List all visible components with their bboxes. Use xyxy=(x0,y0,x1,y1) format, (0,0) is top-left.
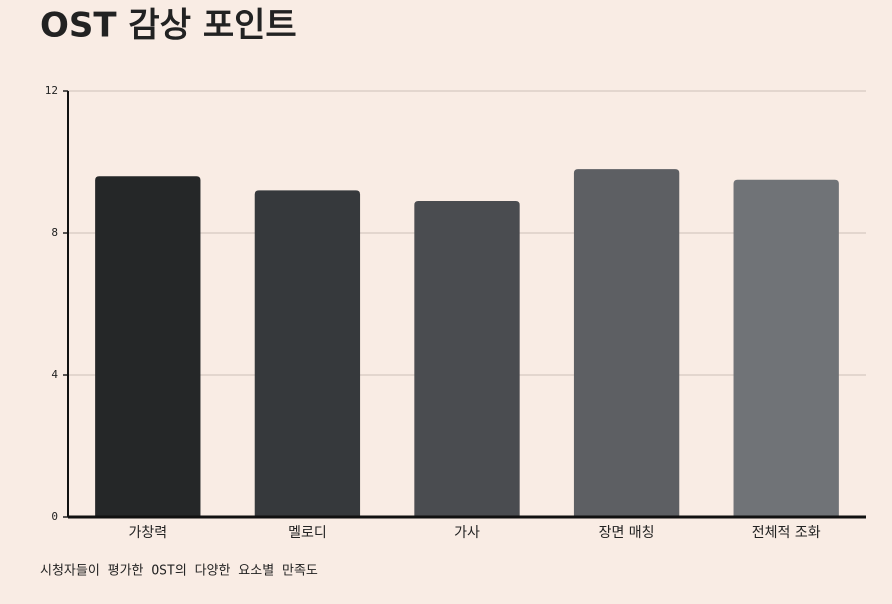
bar xyxy=(733,179,839,517)
bar xyxy=(573,169,680,517)
x-tick-label: 가창력 xyxy=(128,525,167,541)
y-tick-label: 0 xyxy=(51,510,58,523)
x-tick-label: 멜로디 xyxy=(288,525,327,541)
bar xyxy=(414,201,520,518)
x-tick-label: 전체적 조화 xyxy=(752,525,821,541)
x-tick-label: 가사 xyxy=(454,525,480,541)
x-tick-label: 장면 매칭 xyxy=(599,525,655,541)
y-tick-label: 12 xyxy=(45,84,58,97)
chart-caption: 시청자들이 평가한 OST의 다양한 요소별 만족도 xyxy=(40,564,318,579)
y-tick-label: 4 xyxy=(51,368,58,381)
y-tick-label: 8 xyxy=(51,226,58,239)
bar xyxy=(254,190,361,517)
chart-title: OST 감상 포인트 xyxy=(40,6,297,46)
bar xyxy=(95,176,201,517)
